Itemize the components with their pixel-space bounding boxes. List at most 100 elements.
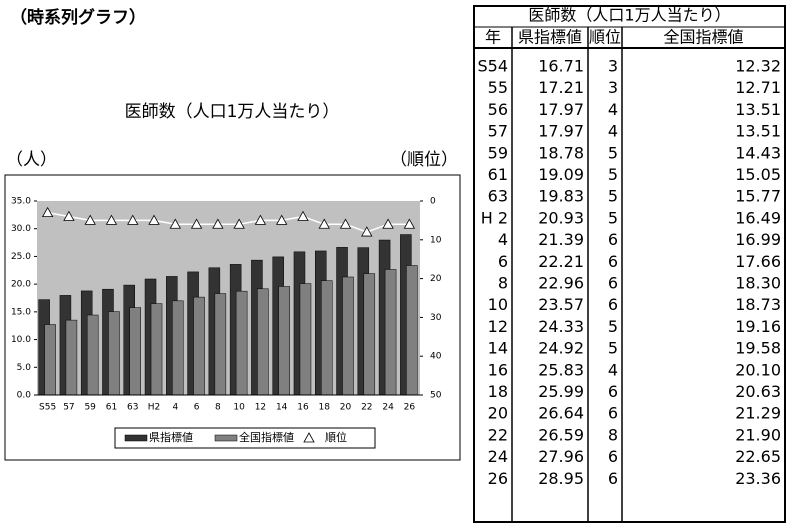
- table-cell: 8: [608, 425, 618, 444]
- legend-label: 県指標値: [149, 430, 193, 444]
- table-cell: 14.43: [735, 143, 781, 162]
- table-cell: H 2: [481, 208, 508, 227]
- table-cell: 59: [488, 143, 508, 162]
- table-cell: 4: [608, 122, 618, 141]
- y2-tick-label: 50: [430, 391, 442, 401]
- table-title: 医師数（人口1万人当たり）: [528, 6, 730, 25]
- table-cell: 22: [488, 425, 508, 444]
- bar: [299, 283, 312, 396]
- y2-tick-label: 40: [430, 352, 442, 362]
- table-cell: 6: [608, 447, 618, 466]
- table-cell: 5: [608, 187, 618, 206]
- table-cell: 21.29: [735, 404, 781, 423]
- table-cell: 5: [608, 208, 618, 227]
- bar: [363, 273, 376, 396]
- table-cell: 6: [608, 382, 618, 401]
- legend-label: 全国指標値: [239, 430, 294, 444]
- table-cell: 4: [498, 230, 508, 249]
- table-cell: 23.57: [538, 295, 584, 314]
- table-cell: 19.58: [735, 339, 781, 358]
- table-cell: 55: [488, 78, 508, 97]
- rank-marker: [254, 214, 267, 225]
- x-tick-label: 16: [297, 403, 309, 413]
- table-cell: 18.78: [538, 143, 584, 162]
- rank-marker: [84, 214, 96, 225]
- rank-marker: [105, 214, 118, 225]
- table-cell: 16.49: [735, 208, 781, 227]
- y-axis-label: （人）: [6, 150, 57, 170]
- y-tick-label: 30.0: [11, 224, 31, 234]
- table-cell: 18.30: [735, 274, 781, 293]
- table-cell: 18.73: [735, 295, 781, 314]
- table-cell: 6: [608, 274, 618, 293]
- bar: [384, 269, 397, 396]
- y2-axis-label: （順位）: [390, 150, 458, 170]
- bar: [172, 300, 184, 396]
- table-cell: 4: [608, 360, 618, 379]
- table-cell: 56: [488, 100, 508, 119]
- x-tick-label: S55: [39, 403, 56, 413]
- rank-marker: [169, 218, 181, 229]
- table-cell: S54: [477, 57, 508, 76]
- table-cell: 12.32: [735, 57, 781, 76]
- table-cell: 10: [488, 295, 508, 314]
- table-cell: 61: [488, 165, 508, 184]
- y-tick-label: 35.0: [11, 197, 31, 207]
- table-cell: 25.83: [538, 360, 584, 379]
- table-cell: 3: [608, 57, 618, 76]
- rank-marker: [318, 218, 330, 229]
- table-cell: 28.95: [538, 469, 584, 488]
- table-cell: 17.97: [538, 122, 584, 141]
- rank-marker: [233, 218, 245, 229]
- table-cell: 15.05: [735, 165, 781, 184]
- rank-marker: [382, 218, 394, 229]
- rank-marker: [361, 226, 373, 237]
- rank-marker: [63, 210, 75, 221]
- table-cell: 27.96: [538, 447, 584, 466]
- bar: [406, 265, 418, 396]
- table-cell: 22.65: [735, 447, 781, 466]
- bar: [65, 319, 78, 396]
- table-cell: 16.99: [735, 230, 781, 249]
- rank-marker: [339, 218, 352, 229]
- table-cell: 16: [488, 360, 508, 379]
- table-cell: 57: [488, 122, 508, 141]
- table-cell: 20.63: [735, 382, 781, 401]
- table-cell: 19.09: [538, 165, 584, 184]
- rank-marker: [297, 210, 309, 221]
- bar: [44, 324, 56, 396]
- legend-label: 順位: [325, 430, 347, 444]
- table-cell: 15.77: [735, 187, 781, 206]
- table-cell: 6: [608, 252, 618, 271]
- table-header: 全国指標値: [663, 28, 743, 47]
- y2-tick-label: 10: [430, 235, 442, 245]
- table-cell: 21.90: [735, 425, 781, 444]
- table-cell: 8: [498, 274, 508, 293]
- y-tick-label: 5.0: [17, 363, 32, 373]
- x-tick-label: 24: [382, 403, 394, 413]
- bar: [193, 296, 205, 396]
- table-cell: 6: [608, 295, 618, 314]
- bar: [108, 311, 120, 396]
- bar: [235, 290, 248, 396]
- rank-marker: [148, 214, 160, 225]
- table-cell: 22.21: [538, 252, 584, 271]
- table-cell: 17.21: [538, 78, 584, 97]
- table-cell: 24.33: [538, 317, 584, 336]
- bar: [129, 307, 141, 396]
- x-tick-label: 14: [276, 403, 288, 413]
- table-cell: 17.66: [735, 252, 781, 271]
- bar: [150, 303, 163, 396]
- rank-marker: [127, 214, 139, 225]
- x-tick-label: 59: [84, 403, 96, 413]
- table-cell: 5: [608, 165, 618, 184]
- y2-tick-label: 0: [430, 197, 436, 207]
- x-tick-label: 61: [106, 403, 117, 413]
- x-tick-label: 4: [172, 403, 178, 413]
- table-cell: 14: [488, 339, 508, 358]
- table-cell: 19.16: [735, 317, 781, 336]
- table-frame: [473, 5, 786, 523]
- table-cell: 21.39: [538, 230, 584, 249]
- y2-tick-label: 20: [430, 274, 442, 284]
- x-tick-label: 6: [194, 403, 200, 413]
